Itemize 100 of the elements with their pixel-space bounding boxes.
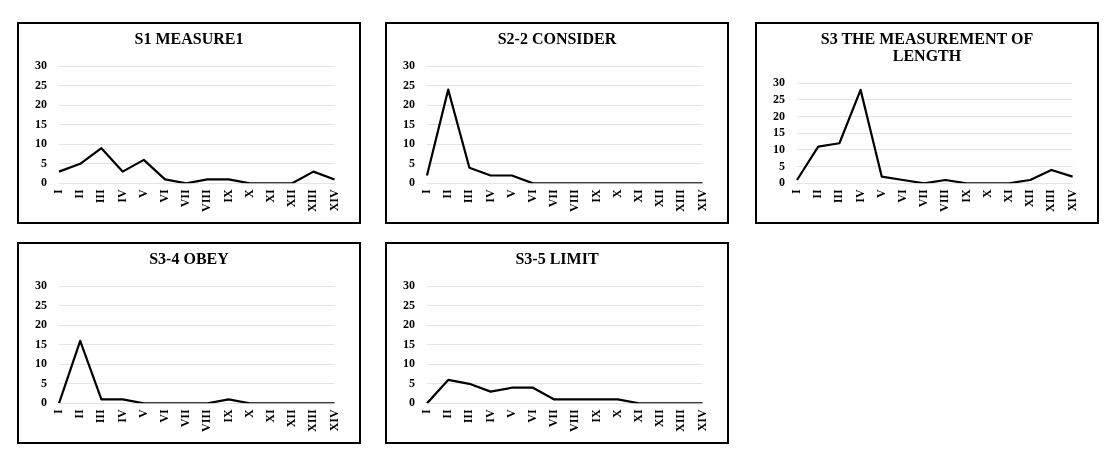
- x-tick-label: I: [419, 189, 434, 194]
- x-tick-label: XIV: [326, 409, 341, 432]
- y-tick-label: 5: [41, 375, 47, 390]
- x-tick-label: II: [72, 409, 87, 419]
- x-tick-label: XII: [284, 189, 299, 208]
- x-tick-label: XIV: [1064, 189, 1079, 212]
- x-tick-label: I: [789, 189, 804, 194]
- y-tick-label: 20: [35, 317, 47, 332]
- x-tick-label: VII: [546, 409, 561, 428]
- chart-title: S3 THE MEASUREMENT OF LENGTH: [819, 29, 1035, 64]
- x-tick-label: V: [873, 189, 888, 198]
- x-tick-label: VI: [525, 189, 540, 203]
- y-tick-label: 20: [403, 97, 415, 112]
- x-tick-label: XI: [631, 409, 646, 423]
- x-tick-label: V: [503, 409, 518, 418]
- chart-title: S3-4 OBEY: [148, 249, 230, 267]
- x-tick-label: VIII: [937, 189, 952, 213]
- x-tick-label: III: [461, 189, 476, 204]
- y-tick-label: 15: [35, 116, 47, 131]
- y-tick-label: 15: [403, 116, 415, 131]
- x-tick-label: X: [609, 409, 624, 418]
- y-tick-label: 0: [779, 175, 785, 190]
- x-tick-label: VI: [157, 409, 172, 423]
- y-tick-label: 5: [41, 155, 47, 170]
- x-tick-label: V: [503, 189, 518, 198]
- x-tick-label: X: [241, 409, 256, 418]
- y-tick-label: 30: [35, 278, 47, 293]
- y-tick-label: 25: [773, 91, 785, 106]
- y-tick-label: 20: [403, 317, 415, 332]
- x-tick-label: V: [135, 409, 150, 418]
- x-tick-label: VII: [178, 409, 193, 428]
- x-tick-label: XI: [263, 409, 278, 423]
- y-tick-label: 5: [779, 158, 785, 173]
- x-tick-label: IV: [114, 409, 129, 423]
- x-tick-label: VI: [525, 409, 540, 423]
- x-tick-label: XII: [284, 409, 299, 428]
- x-tick-label: VI: [157, 189, 172, 203]
- y-tick-label: 10: [35, 356, 47, 371]
- x-tick-label: VI: [895, 189, 910, 203]
- x-tick-label: XI: [263, 189, 278, 203]
- x-tick-label: IX: [220, 189, 235, 203]
- x-tick-label: VIII: [567, 409, 582, 433]
- x-tick-label: XII: [1022, 189, 1037, 208]
- x-tick-label: XIV: [326, 189, 341, 212]
- x-tick-label: XIII: [1043, 189, 1058, 213]
- y-tick-label: 5: [409, 155, 415, 170]
- x-tick-label: II: [72, 189, 87, 199]
- x-tick-label: XIII: [305, 409, 320, 433]
- y-tick-label: 10: [403, 356, 415, 371]
- x-tick-label: III: [461, 409, 476, 424]
- x-tick-label: III: [831, 189, 846, 204]
- y-tick-label: 15: [403, 336, 415, 351]
- x-tick-label: II: [440, 409, 455, 419]
- x-tick-label: I: [51, 409, 66, 414]
- x-tick-label: XI: [631, 189, 646, 203]
- x-tick-label: VIII: [567, 189, 582, 213]
- y-tick-label: 15: [35, 336, 47, 351]
- y-tick-label: 5: [409, 375, 415, 390]
- x-tick-label: IX: [220, 409, 235, 423]
- x-tick-label: IV: [852, 189, 867, 203]
- x-tick-label: III: [93, 409, 108, 424]
- y-tick-label: 15: [773, 125, 785, 140]
- y-tick-label: 10: [403, 136, 415, 151]
- x-tick-label: I: [51, 189, 66, 194]
- x-tick-label: XIII: [673, 189, 688, 213]
- x-tick-label: VIII: [199, 409, 214, 433]
- x-tick-label: X: [609, 189, 624, 198]
- x-tick-label: VII: [178, 189, 193, 208]
- x-tick-label: IX: [958, 189, 973, 203]
- y-tick-label: 25: [35, 297, 47, 312]
- y-tick-label: 25: [403, 297, 415, 312]
- x-tick-label: XII: [652, 409, 667, 428]
- x-tick-label: VII: [546, 189, 561, 208]
- x-tick-label: VIII: [199, 189, 214, 213]
- x-tick-label: V: [135, 189, 150, 198]
- y-tick-label: 20: [773, 108, 785, 123]
- y-tick-label: 30: [403, 278, 415, 293]
- x-tick-label: X: [979, 189, 994, 198]
- x-tick-label: XIV: [694, 189, 709, 212]
- x-tick-label: XII: [652, 189, 667, 208]
- x-tick-label: XIII: [305, 189, 320, 213]
- chart-title: S3-5 LIMIT: [514, 249, 600, 267]
- x-tick-label: II: [810, 189, 825, 199]
- y-tick-label: 0: [409, 395, 415, 410]
- x-tick-label: VII: [916, 189, 931, 208]
- x-tick-label: I: [419, 409, 434, 414]
- chart-title: S1 MEASURE1: [133, 29, 245, 47]
- x-tick-label: IV: [482, 189, 497, 203]
- y-tick-label: 0: [41, 395, 47, 410]
- chart-title: S2-2 CONSIDER: [496, 29, 618, 47]
- y-tick-label: 10: [773, 142, 785, 157]
- y-tick-label: 30: [403, 58, 415, 73]
- y-tick-label: 25: [403, 77, 415, 92]
- x-tick-label: XIV: [694, 409, 709, 432]
- x-tick-label: XIII: [673, 409, 688, 433]
- x-tick-label: IX: [588, 409, 603, 423]
- y-tick-label: 30: [35, 58, 47, 73]
- x-tick-label: IV: [114, 189, 129, 203]
- x-tick-label: IX: [588, 189, 603, 203]
- x-tick-label: IV: [482, 409, 497, 423]
